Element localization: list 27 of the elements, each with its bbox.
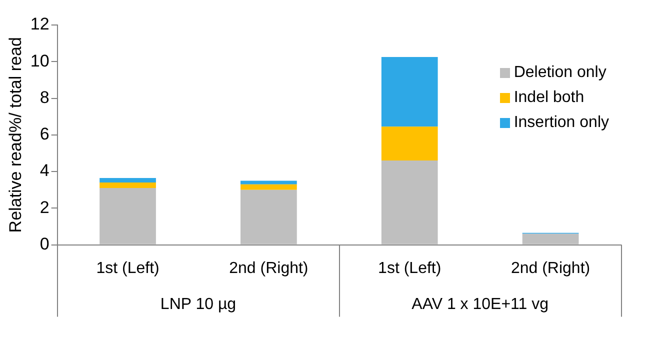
x-tick-label: 2nd (Right): [229, 260, 308, 277]
y-tick-label: 0: [40, 234, 50, 254]
legend-label: Indel both: [514, 88, 584, 108]
legend-label: Deletion only: [514, 63, 606, 83]
text: LNP 10 µg: [160, 296, 236, 314]
x-tick-label: 1st (Left): [96, 260, 160, 277]
x-tick-label: 2nd (Right): [510, 260, 590, 277]
y-tick-label: 6: [40, 124, 50, 144]
text: AAV 1 x 10E+11 vg: [412, 296, 548, 314]
y-axis-title: Relative read%/ total read: [6, 37, 25, 233]
bar: [100, 182, 156, 188]
y-tick-label: 4: [40, 161, 50, 180]
y-tick-label: 12: [30, 14, 50, 34]
bar: [100, 188, 156, 244]
bar: [100, 178, 156, 183]
bar: [240, 184, 297, 190]
x-tick-label: 1st (Left): [378, 260, 442, 277]
bar: [381, 57, 438, 127]
y-tick-label: 8: [40, 88, 50, 107]
bar: [240, 190, 297, 244]
bar: [381, 126, 438, 161]
bar: [240, 180, 297, 184]
legend-label: Insertion only: [514, 113, 609, 133]
y-tick-label: 10: [30, 51, 50, 70]
y-tick-label: 2: [40, 198, 50, 217]
bar: [381, 160, 438, 244]
bar: [522, 234, 579, 244]
